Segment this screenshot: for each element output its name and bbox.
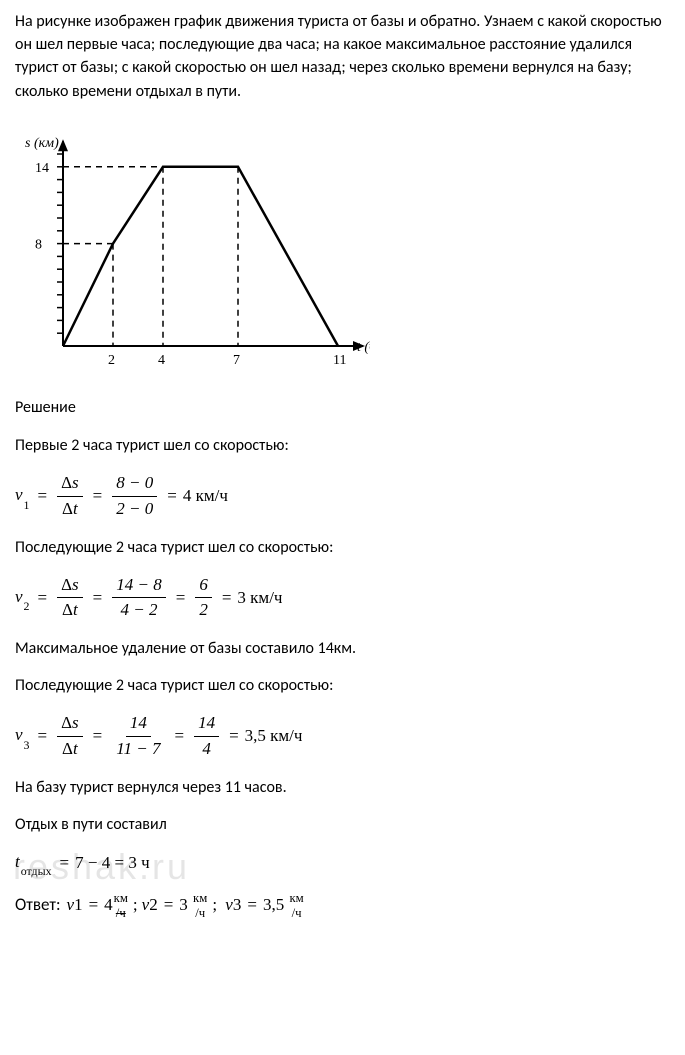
svg-text:7: 7 — [233, 353, 240, 368]
para-1: Первые 2 часа турист шел со скоростью: — [15, 434, 670, 457]
motion-chart: s (км) t (ч) 8 14 2 4 7 11 — [15, 121, 670, 378]
svg-text:s (км): s (км) — [25, 136, 59, 151]
answer-line: Ответ: v1= 4 км/ч ; v2= 3 км/ч ; v3= 3,5… — [15, 891, 670, 920]
chart-svg: s (км) t (ч) 8 14 2 4 7 11 — [15, 121, 370, 371]
svg-text:t (ч): t (ч) — [357, 340, 370, 355]
svg-text:4: 4 — [158, 353, 165, 368]
para-4: Последующие 2 часа турист шел со скорост… — [15, 674, 670, 697]
formula-v2: v2 = ΔsΔt = 14 − 84 − 2 = 62 = 3 км/ч — [15, 573, 670, 623]
watermark-region: reshak.ru Отдых в пути составил tотдых =… — [15, 813, 670, 920]
svg-text:14: 14 — [35, 161, 49, 176]
para-3: Максимальное удаление от базы составило … — [15, 637, 670, 660]
para-6: Отдых в пути составил — [15, 813, 670, 836]
svg-text:11: 11 — [333, 353, 346, 368]
svg-text:2: 2 — [108, 353, 115, 368]
para-2: Последующие 2 часа турист шел со скорост… — [15, 536, 670, 559]
formula-v3: v3 = ΔsΔt = 1411 − 7 = 144 = 3,5 км/ч — [15, 711, 670, 761]
formula-v1: v1 = ΔsΔt = 8 − 02 − 0 = 4 км/ч — [15, 471, 670, 521]
para-5: На базу турист вернулся через 11 часов. — [15, 776, 670, 799]
formula-rest: tотдых = 7 − 4 = 3 ч — [15, 850, 670, 877]
solution-title: Решение — [15, 396, 670, 419]
problem-statement: На рисунке изображен график движения тур… — [15, 10, 670, 103]
svg-text:8: 8 — [35, 237, 42, 252]
